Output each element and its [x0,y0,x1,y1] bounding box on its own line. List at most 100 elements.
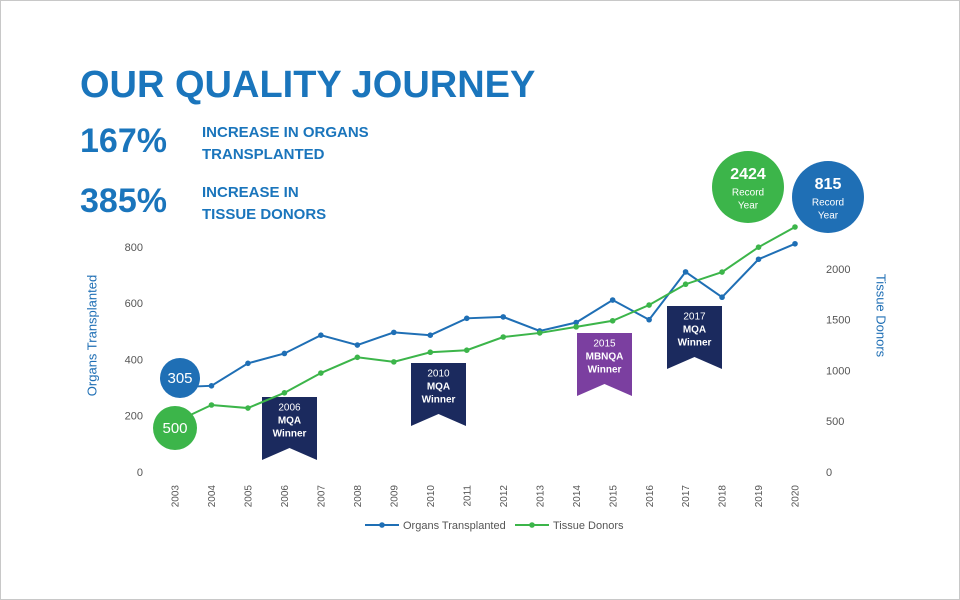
stat-text: TISSUE DONORS [202,206,326,223]
point [682,281,689,288]
y-tick-label: 200 [125,411,143,423]
y-axis-title: Organs Transplanted [84,275,99,396]
y2-tick-label: 2000 [826,264,850,276]
y2-tick-label: 1000 [826,365,850,377]
stat-text: INCREASE IN ORGANS [202,124,369,141]
stat-text: INCREASE IN [202,184,299,201]
point [573,319,579,326]
banner-text: Winner [678,338,712,349]
start-label: 500 [162,420,187,437]
x-tick-label: 2011 [462,485,473,507]
chart-title: OUR QUALITY JOURNEY [80,64,535,106]
banner [667,306,722,369]
x-tick-label: 2004 [207,485,218,508]
banner-text: MQA [427,382,450,393]
point [463,315,470,322]
point [755,244,762,250]
y-tick-label: 0 [137,467,143,479]
point [500,314,507,320]
y2-axis-title: Tissue Donors [874,274,889,358]
record-value: 2424 [730,166,766,183]
start-label: 305 [167,370,192,387]
x-tick-label: 2020 [791,485,802,508]
record-bubble [712,151,784,223]
banner-text: MQA [278,416,301,427]
x-tick-label: 2006 [280,485,291,508]
stat-text: TRANSPLANTED [202,146,325,163]
point [682,269,689,275]
banner-text: MQA [683,325,706,336]
series-line [174,242,796,389]
point [792,224,798,230]
y-tick-label: 600 [125,298,143,310]
banner [577,333,632,396]
point [245,405,251,411]
banner-text: Winner [422,395,456,406]
banner [262,397,317,460]
point [391,359,397,365]
legend-marker [379,522,385,528]
y2-tick-label: 1500 [826,315,850,327]
banner-text: 2015 [593,339,616,350]
y-tick-label: 800 [125,242,143,254]
point [427,349,434,356]
point [792,240,798,247]
x-tick-label: 2017 [681,485,692,508]
record-bubble [792,161,864,233]
y-tick-label: 400 [125,354,143,366]
point [719,269,725,275]
record-note: Year [738,201,759,212]
point [281,350,288,357]
x-tick-label: 2007 [317,485,328,508]
banner-text: Winner [273,429,307,440]
point [536,330,543,336]
legend-marker [529,522,535,528]
point [573,324,579,330]
record-note: Record [732,188,764,199]
point [646,316,652,323]
start-bubble [153,406,197,450]
banner-text: MBNQA [586,352,624,363]
record-note: Year [818,211,839,222]
x-tick-label: 2014 [572,485,583,508]
point [609,297,616,303]
x-tick-label: 2018 [718,485,729,508]
point [318,332,324,338]
point [500,334,507,340]
x-tick-label: 2016 [645,485,656,508]
banner-text: 2017 [683,312,706,323]
start-bubble [160,358,200,398]
x-tick-label: 2013 [535,485,546,508]
y2-tick-label: 0 [826,467,832,479]
point [208,383,215,389]
banner-text: 2010 [427,369,450,380]
point [646,302,652,308]
banner-text: Winner [588,365,622,376]
stat-value: 385% [80,182,167,220]
banner-text: 2006 [278,403,301,414]
point [208,402,215,408]
legend-label: Tissue Donors [553,520,624,532]
x-tick-label: 2010 [426,485,437,508]
point [463,347,470,353]
point [281,390,288,396]
point [318,370,324,376]
point [391,329,397,336]
point [609,317,616,324]
point [245,360,251,367]
point [354,342,361,348]
x-tick-label: 2008 [353,485,364,508]
banner [411,363,466,426]
x-tick-label: 2015 [608,485,619,508]
series-line [174,226,796,424]
point [755,256,762,263]
x-tick-label: 2012 [499,485,510,508]
x-tick-label: 2009 [389,485,400,508]
record-value: 815 [815,176,842,193]
record-note: Record [812,198,844,209]
x-tick-label: 2005 [244,485,255,508]
point [354,354,361,361]
